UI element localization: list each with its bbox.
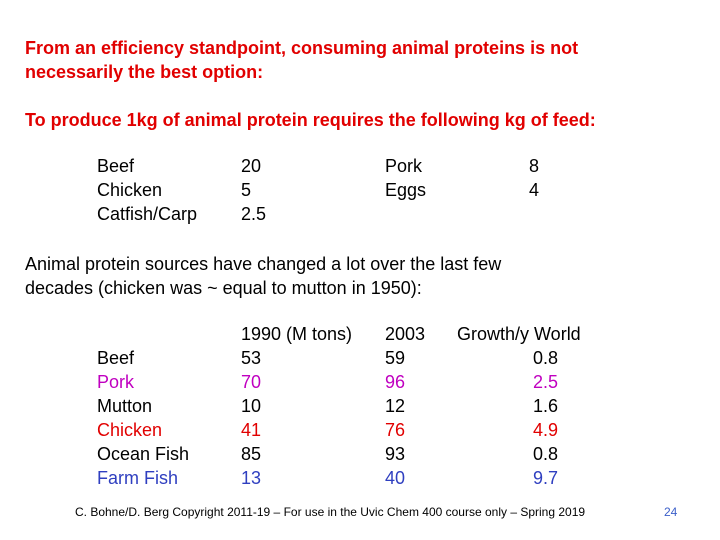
table-1990-column: 53 70 10 41 85 13: [241, 346, 261, 490]
table-cell-growth: 4.9: [532, 420, 558, 440]
table-cell-1990: 85: [241, 444, 262, 464]
table-2003-column: 59 96 12 76 93 40: [385, 346, 405, 490]
table-row-name: Farm Fish: [97, 468, 178, 488]
table-row-name: Ocean Fish: [97, 444, 190, 464]
header-2003: 2003: [385, 324, 426, 344]
table-cell-1990: 10: [241, 396, 262, 416]
table-cell-growth: 9.7: [532, 468, 558, 488]
table-cell-growth: 1.6: [532, 396, 558, 416]
table-row-name: Beef: [97, 348, 135, 368]
table-cell-growth: 2.5: [532, 372, 558, 392]
feed-name-catfish: Catfish/Carp: [97, 204, 198, 224]
feed-name-eggs: Eggs: [385, 180, 427, 200]
feed-right-values: 8 4: [529, 154, 539, 202]
table-name-column: Beef Pork Mutton Chicken Ocean Fish Farm…: [97, 346, 189, 490]
table-cell-2003: 59: [385, 348, 406, 368]
feed-left-names: Beef Chicken Catfish/Carp: [97, 154, 197, 226]
intro-line-1: From an efficiency standpoint, consuming…: [25, 38, 579, 58]
change-line-2: decades (chicken was ~ equal to mutton i…: [25, 278, 422, 298]
table-cell-2003: 12: [385, 396, 406, 416]
page-number: 24: [664, 505, 678, 519]
intro-line-2: necessarily the best option:: [25, 62, 264, 82]
table-cell-1990: 41: [241, 420, 262, 440]
feed-intro-line: To produce 1kg of animal protein require…: [25, 110, 596, 130]
change-line-1: Animal protein sources have changed a lo…: [25, 254, 502, 274]
table-cell-1990: 13: [241, 468, 262, 488]
feed-name-pork: Pork: [385, 156, 423, 176]
table-cell-2003: 96: [385, 372, 406, 392]
footer-copyright: C. Bohne/D. Berg Copyright 2011-19 – For…: [75, 505, 586, 519]
table-row-name: Chicken: [97, 420, 163, 440]
table-cell-2003: 40: [385, 468, 406, 488]
table-growth-column: 0.8 2.5 1.6 4.9 0.8 9.7: [500, 346, 558, 490]
feed-name-chicken: Chicken: [97, 180, 163, 200]
feed-value-chicken: 5: [241, 180, 252, 200]
feed-right-names: Pork Eggs: [385, 154, 426, 202]
table-row-name: Mutton: [97, 396, 153, 416]
table-cell-1990: 70: [241, 372, 262, 392]
feed-value-pork: 8: [529, 156, 540, 176]
feed-value-eggs: 4: [529, 180, 540, 200]
table-cell-growth: 0.8: [532, 348, 558, 368]
feed-left-values: 20 5 2.5: [241, 154, 266, 226]
feed-value-beef: 20: [241, 156, 262, 176]
feed-value-catfish: 2.5: [241, 204, 267, 224]
header-1990: 1990 (M tons): [241, 324, 353, 344]
table-cell-growth: 0.8: [532, 444, 558, 464]
header-growth: Growth/y World: [457, 324, 581, 344]
table-cell-1990: 53: [241, 348, 262, 368]
table-cell-2003: 93: [385, 444, 406, 464]
feed-name-beef: Beef: [97, 156, 135, 176]
table-row-name: Pork: [97, 372, 135, 392]
table-cell-2003: 76: [385, 420, 406, 440]
